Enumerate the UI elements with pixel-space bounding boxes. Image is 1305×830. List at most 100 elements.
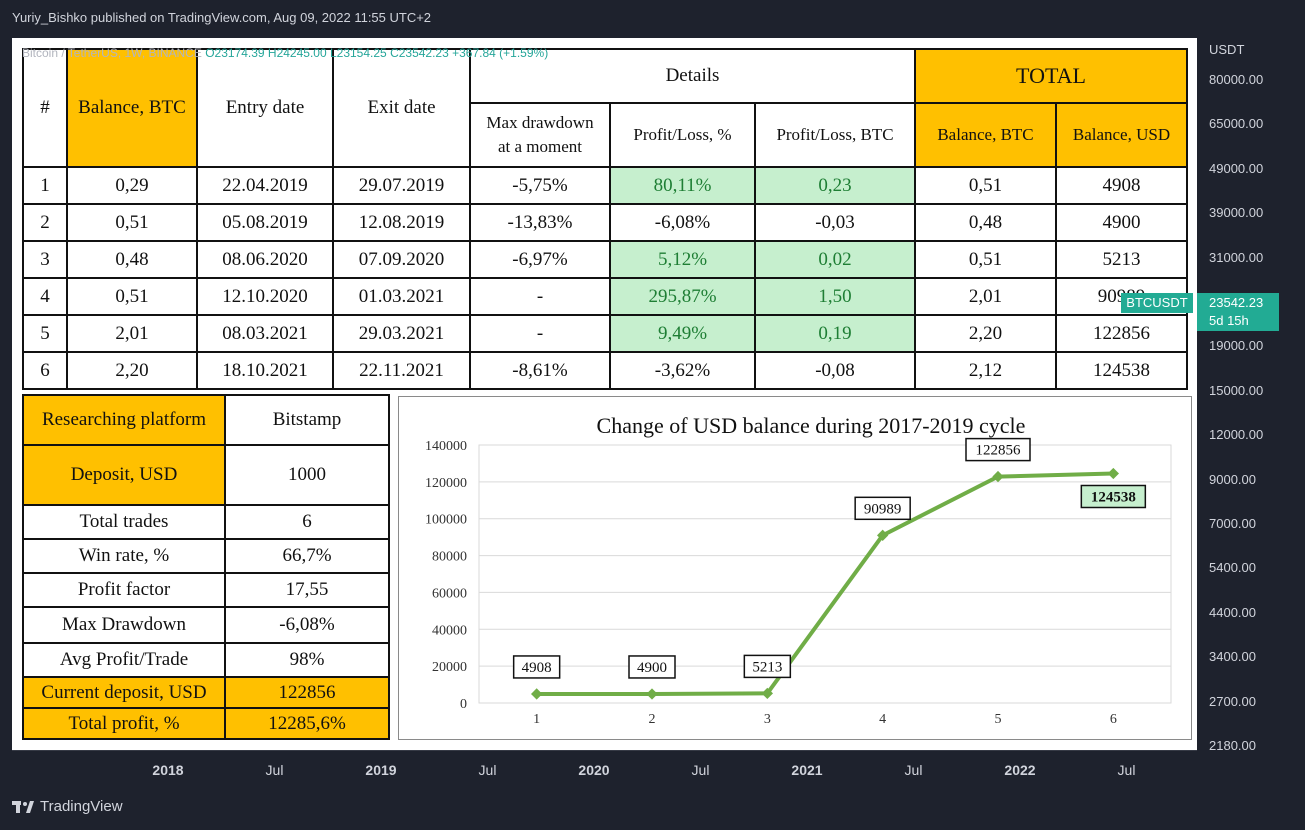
stat-label: Win rate, % xyxy=(22,538,226,574)
y-tick-label: 120000 xyxy=(425,476,467,491)
data-point xyxy=(761,687,773,700)
cell-balance: 0,29 xyxy=(66,166,198,205)
last-price: 23542.23 xyxy=(1209,295,1264,310)
cell-total-btc: 2,12 xyxy=(914,351,1057,390)
max-drawdown-line1: Max drawdown xyxy=(486,113,594,132)
stat-label: Current deposit, USD xyxy=(22,676,226,709)
legend-open: O23174.39 xyxy=(205,46,265,60)
time-axis-label: 2022 xyxy=(1004,762,1036,778)
chart-title: Change of USD balance during 2017-2019 c… xyxy=(597,413,1026,438)
col-exit-date: Exit date xyxy=(332,48,471,168)
cell-total-btc: 0,48 xyxy=(914,203,1057,242)
price-axis-label: 7000.00 xyxy=(1209,516,1256,531)
stat-value: 6 xyxy=(224,504,390,540)
chart-pane[interactable]: Bitcoin / TetherUS, 1W, BINANCE O23174.3… xyxy=(12,38,1197,750)
data-point xyxy=(1107,467,1119,480)
symbol-legend: Bitcoin / TetherUS, 1W, BINANCE O23174.3… xyxy=(22,46,548,60)
stat-value: -6,08% xyxy=(224,606,390,644)
price-axis-label: 49000.00 xyxy=(1209,160,1264,176)
data-point xyxy=(531,688,543,700)
col-profit-loss-btc: Profit/Loss, BTC xyxy=(754,102,916,168)
price-axis-label: 12000.00 xyxy=(1209,427,1264,443)
time-axis-label: Jul xyxy=(478,762,497,778)
cell-number: 1 xyxy=(22,166,68,205)
x-tick-label: 6 xyxy=(1110,712,1117,727)
details-header: Details xyxy=(469,48,916,104)
data-label-box xyxy=(965,437,1031,462)
price-axis-label: 19000.00 xyxy=(1209,338,1264,354)
cell-balance: 2,01 xyxy=(66,314,198,353)
chart-svg: Change of USD balance during 2017-2019 c… xyxy=(425,413,1172,727)
max-drawdown-line2: at a moment xyxy=(497,137,583,156)
bar-countdown: 5d 15h xyxy=(1209,313,1249,328)
cell-total-btc: 0,51 xyxy=(914,240,1057,279)
y-tick-label: 60000 xyxy=(432,586,467,601)
cell-exit: 01.03.2021 xyxy=(332,277,471,316)
cell-pl-pct: 5,12% xyxy=(609,240,756,279)
time-axis-label: 2021 xyxy=(791,762,823,778)
cell-number: 3 xyxy=(22,240,68,279)
legend-high: H24245.00 xyxy=(267,46,327,60)
stat-row: Deposit, USD 1000 xyxy=(22,444,390,506)
data-label: 4908 xyxy=(522,660,552,676)
cell-balance: 0,51 xyxy=(66,203,198,242)
stat-row: Total trades 6 xyxy=(22,504,390,540)
data-label-box xyxy=(1080,484,1147,509)
col-profit-loss-pct: Profit/Loss, % xyxy=(609,102,756,168)
data-label: 124538 xyxy=(1091,489,1136,505)
stat-label: Total profit, % xyxy=(22,707,226,740)
y-tick-label: 20000 xyxy=(432,660,467,675)
cell-pl-btc: 0,02 xyxy=(754,240,916,279)
stat-label: Max Drawdown xyxy=(22,606,226,644)
cell-entry: 22.04.2019 xyxy=(196,166,334,205)
legend-close: C23542.23 xyxy=(390,46,449,60)
col-number: # xyxy=(22,48,68,168)
data-label-box xyxy=(743,654,792,679)
price-axis-label: 15000.00 xyxy=(1209,382,1264,398)
time-axis[interactable]: 2018 Jul 2019 Jul 2020 Jul 2021 Jul 2022 Jul xyxy=(12,750,1197,787)
table-row: 4 0,51 12.10.2020 01.03.2021 - 295,87% 1… xyxy=(22,277,1188,316)
cell-pl-btc: 1,50 xyxy=(754,277,916,316)
table-row: 2 0,51 05.08.2019 12.08.2019 -13,83% -6,… xyxy=(22,203,1188,242)
time-axis-label: Jul xyxy=(265,762,284,778)
price-axis[interactable]: USDT 80000.00 65000.00 49000.00 39000.00 310… xyxy=(1197,38,1305,753)
tradingview-brand[interactable]: TradingView xyxy=(12,798,123,815)
table-row: 5 2,01 08.03.2021 29.03.2021 - 9,49% 0,1… xyxy=(22,314,1188,353)
cell-total-usd: 4900 xyxy=(1055,203,1188,242)
time-axis-label: Jul xyxy=(1117,762,1136,778)
cell-entry: 18.10.2021 xyxy=(196,351,334,390)
col-balance-btc: Balance, BTC xyxy=(66,48,198,168)
time-axis-label: 2020 xyxy=(578,762,610,778)
stat-row: Avg Profit/Trade 98% xyxy=(22,642,390,678)
stat-label: Deposit, USD xyxy=(22,444,226,506)
legend-change: +367.84 (+1.59%) xyxy=(452,46,549,60)
x-tick-label: 5 xyxy=(995,712,1002,727)
x-tick-label: 3 xyxy=(764,712,771,727)
cell-exit: 22.11.2021 xyxy=(332,351,471,390)
time-axis-label: Jul xyxy=(691,762,710,778)
cell-total-btc: 2,20 xyxy=(914,314,1057,353)
time-axis-label: Jul xyxy=(904,762,923,778)
stat-row: Profit factor 17,55 xyxy=(22,572,390,608)
stat-label: Profit factor xyxy=(22,572,226,608)
cell-entry: 12.10.2020 xyxy=(196,277,334,316)
cell-drawdown: -13,83% xyxy=(469,203,611,242)
cell-exit: 07.09.2020 xyxy=(332,240,471,279)
cell-pl-btc: 0,23 xyxy=(754,166,916,205)
cell-entry: 08.03.2021 xyxy=(196,314,334,353)
y-tick-label: 100000 xyxy=(425,513,467,528)
cell-total-usd: 122856 xyxy=(1055,314,1188,353)
stat-value: 12285,6% xyxy=(224,707,390,740)
symbol-tag: BTCUSDT xyxy=(1121,293,1193,313)
stat-label: Total trades xyxy=(22,504,226,540)
cell-number: 5 xyxy=(22,314,68,353)
stats-table: Researching platform Bitstamp Deposit, U… xyxy=(22,394,390,740)
table-row: 6 2,20 18.10.2021 22.11.2021 -8,61% -3,6… xyxy=(22,351,1188,390)
stat-value: Bitstamp xyxy=(224,394,390,446)
col-entry-date: Entry date xyxy=(196,48,334,168)
last-price-badge: 23542.23 5d 15h xyxy=(1197,293,1279,331)
cell-number: 6 xyxy=(22,351,68,390)
time-axis-label: 2019 xyxy=(365,762,397,778)
cell-balance: 0,51 xyxy=(66,277,198,316)
stat-label: Researching platform xyxy=(22,394,226,446)
